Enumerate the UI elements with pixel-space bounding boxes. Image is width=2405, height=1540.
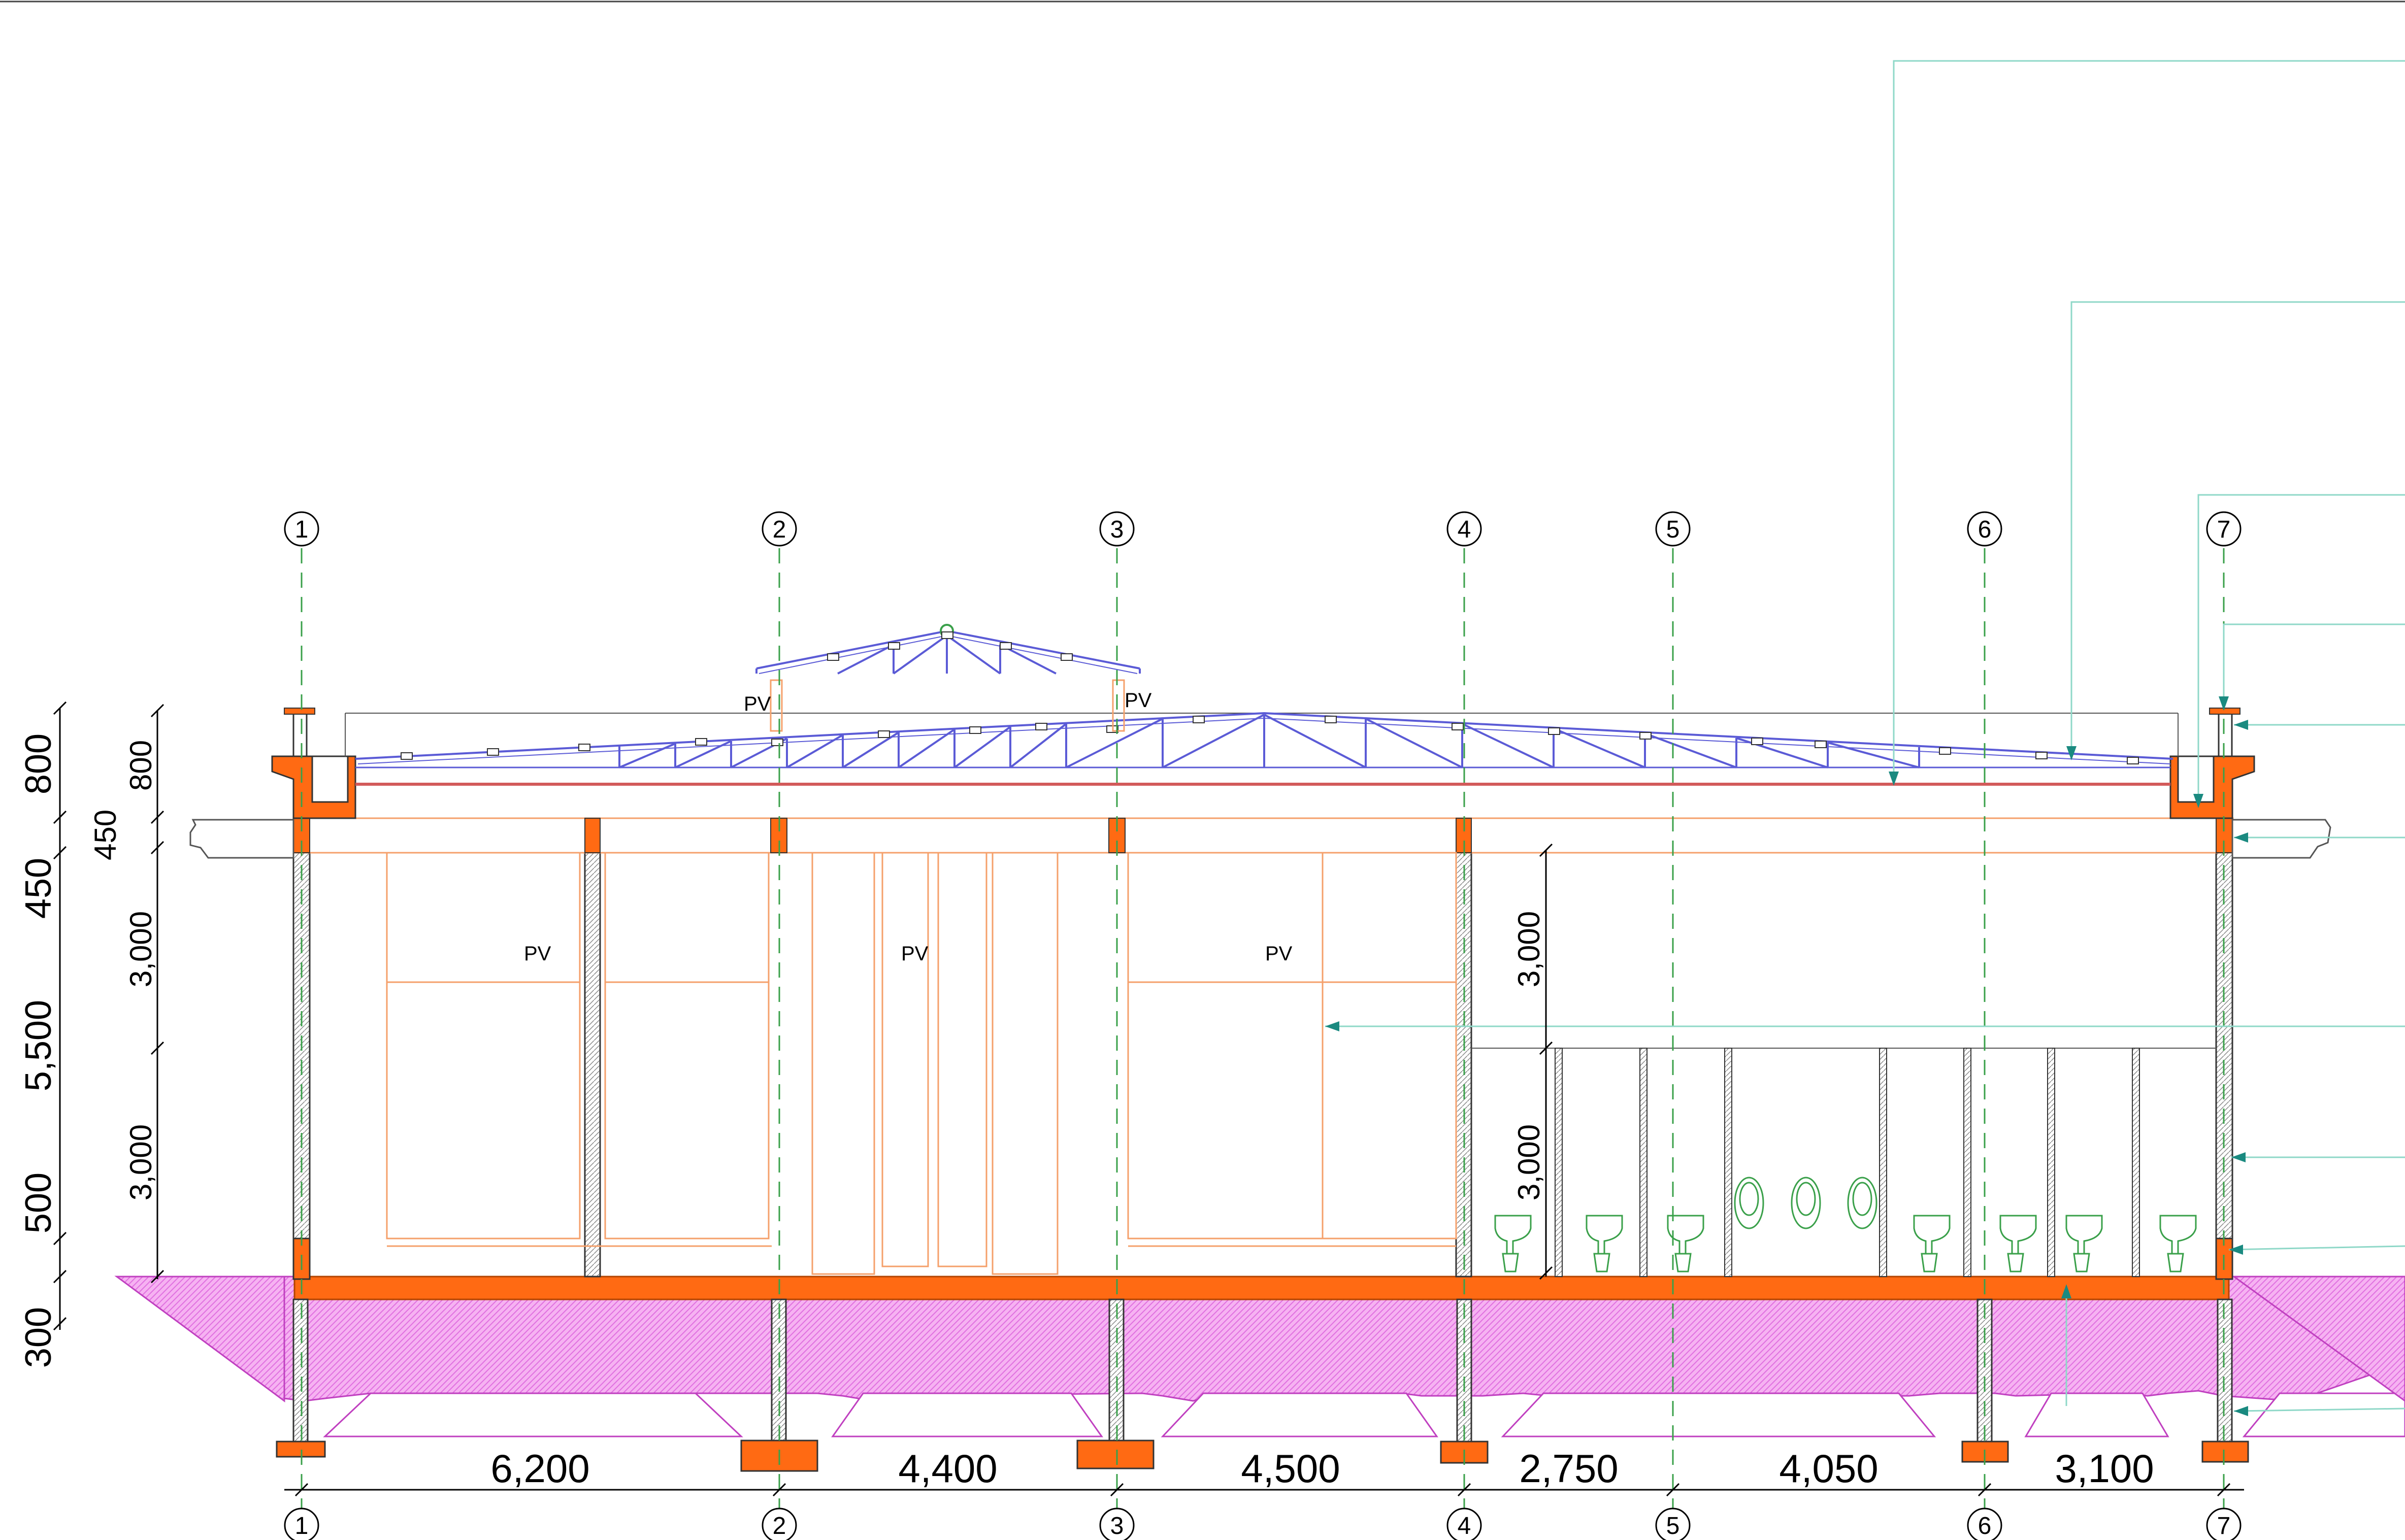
outer-dim-5500: 5,500 — [18, 1000, 59, 1091]
axis-label-top-4: 4 — [1458, 516, 1471, 543]
axis-label-top-6: 6 — [1978, 516, 1992, 543]
soil-right-slope — [2231, 1276, 2405, 1402]
axis-label-bottom-3: 3 — [1110, 1513, 1124, 1539]
outer-dim-300: 300 — [18, 1307, 59, 1368]
right-parapet-post — [2218, 712, 2233, 757]
beam-blocks — [293, 818, 2233, 853]
axis-label-top-2: 2 — [773, 516, 786, 543]
axis-label-top-7: 7 — [2217, 516, 2231, 543]
pier-3 — [1108, 1298, 1125, 1443]
pv-label-clerestory-right: PV — [1125, 689, 1152, 712]
axis-label-bottom-6: 6 — [1978, 1513, 1992, 1539]
bottom-dimension-line — [284, 1483, 2244, 1497]
inner-dim-3000-lower: 3,000 — [124, 1124, 158, 1200]
right-cornice — [2231, 819, 2331, 859]
purlins — [401, 716, 2139, 764]
toilet-dimension-line — [1539, 843, 1553, 1280]
toilet-fixtures — [1494, 1177, 2197, 1273]
left-cornice — [189, 819, 294, 859]
window-right — [1127, 852, 1457, 1247]
annotation-leaders — [1325, 60, 2405, 1412]
outer-dim-800: 800 — [18, 733, 59, 794]
inner-dim-450: 450 — [88, 810, 122, 860]
pv-label-doors: PV — [901, 943, 929, 965]
left-parapet-post — [292, 712, 308, 757]
dim-2-3: 4,400 — [898, 1446, 997, 1491]
clerestory-posts — [770, 679, 1125, 732]
pv-label-window-left: PV — [524, 943, 551, 965]
outer-dim-500: 500 — [18, 1173, 59, 1233]
inner-dim-800: 800 — [124, 740, 158, 791]
soil-cutouts — [323, 1392, 2405, 1437]
annotation-arrows — [1325, 696, 2248, 1416]
clerestory-purlins — [827, 631, 1073, 661]
axis-label-top-5: 5 — [1666, 516, 1680, 543]
pad-3 — [1076, 1439, 1155, 1469]
axis-label-bottom-2: 2 — [773, 1513, 786, 1539]
window-left — [386, 852, 772, 1247]
pier-6 — [1976, 1298, 1993, 1443]
dim-3-4: 4,500 — [1241, 1446, 1340, 1491]
left-parapet-cap — [284, 708, 315, 715]
toilet-dim-upper: 3,000 — [1512, 911, 1546, 987]
column-a — [584, 852, 601, 1278]
pier-2 — [771, 1298, 787, 1443]
dim-5-6: 4,050 — [1779, 1446, 1878, 1491]
dim-1-2: 6,200 — [490, 1446, 589, 1491]
right-parapet-cap — [2209, 708, 2241, 715]
axis-label-bottom-1: 1 — [295, 1513, 309, 1539]
toilet-area — [1471, 1048, 2216, 1277]
axis-label-bottom-4: 4 — [1458, 1513, 1471, 1539]
pad-7 — [2201, 1441, 2249, 1463]
entrance-doors — [811, 852, 1059, 1275]
left-gutter — [311, 755, 349, 803]
soil-fill — [114, 1276, 2405, 1402]
soil-left-slope — [114, 1276, 285, 1402]
main-roof-truss — [355, 712, 2173, 768]
pier-7 — [2217, 1298, 2233, 1443]
axis-label-bottom-5: 5 — [1666, 1513, 1680, 1539]
dim-4-5: 2,750 — [1519, 1446, 1618, 1491]
left-inner-dimension-line — [150, 704, 164, 1284]
pier-4 — [1456, 1298, 1472, 1443]
floor-slab — [293, 1276, 2230, 1300]
toilet-dim-lower: 3,000 — [1512, 1124, 1546, 1200]
outer-dim-450: 450 — [18, 858, 59, 919]
pv-label-window-right: PV — [1265, 943, 1293, 965]
inner-dim-3000-upper: 3,000 — [124, 911, 158, 987]
pv-label-clerestory-left: PV — [744, 693, 771, 715]
axis-bubbles-top — [284, 511, 2242, 547]
axis-label-top-1: 1 — [295, 516, 309, 543]
grid-lines — [301, 548, 2225, 1518]
axis-label-top-3: 3 — [1110, 516, 1124, 543]
pier-1 — [292, 1298, 309, 1443]
axis-label-bottom-7: 7 — [2217, 1513, 2231, 1539]
dim-6-7: 3,100 — [2055, 1446, 2154, 1491]
axis-bubbles-bottom — [284, 1508, 2242, 1540]
left-outer-dimension-line — [53, 701, 67, 1331]
